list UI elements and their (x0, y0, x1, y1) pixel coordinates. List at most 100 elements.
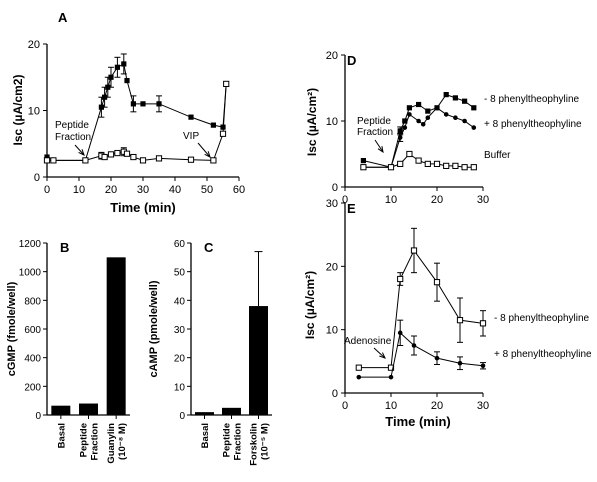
data-point (155, 155, 163, 162)
y-tick-label: 0 (179, 411, 185, 422)
data-point (44, 154, 50, 160)
x-tick-label: 50 (201, 184, 213, 196)
y-axis-label: cAMP (pmole/well) (148, 280, 160, 377)
y-tick-label: 800 (24, 296, 41, 307)
annotation-arrowhead (78, 149, 85, 156)
panel-letter-e: E (347, 201, 356, 216)
series-label: - 8 phenyltheophyline (494, 313, 590, 324)
data-point (356, 374, 362, 380)
data-point (223, 80, 230, 88)
series-line (358, 249, 484, 369)
data-point (397, 135, 403, 140)
x-tick-label: Basal (200, 423, 211, 448)
data-point (387, 164, 395, 171)
data-point (98, 104, 104, 110)
y-tick-label: 600 (24, 325, 41, 336)
data-point (360, 158, 366, 164)
bar (222, 407, 241, 415)
annotation-arrowhead (204, 151, 211, 158)
data-point (402, 125, 408, 130)
x-tick-label: (10⁻⁸ M) (117, 423, 128, 460)
data-point (387, 364, 395, 371)
data-point (102, 94, 108, 100)
data-point (397, 128, 403, 134)
y-tick-label: 0 (34, 172, 40, 184)
data-point (443, 162, 450, 169)
data-point (140, 101, 146, 107)
data-point (139, 157, 147, 164)
data-point (434, 105, 440, 111)
data-point (457, 360, 463, 366)
x-tick-label: 60 (233, 184, 245, 196)
data-point (402, 118, 408, 124)
x-tick-label: 0 (44, 184, 50, 196)
data-point (415, 157, 422, 164)
y-tick-label: 10 (28, 106, 40, 118)
data-point (124, 77, 130, 84)
data-point (156, 101, 162, 107)
x-axis-label: Time (min) (110, 200, 176, 215)
data-point (462, 98, 468, 104)
bar (79, 403, 98, 415)
data-point (130, 101, 136, 107)
x-axis-label: Time (min) (385, 414, 451, 429)
data-point (107, 151, 115, 158)
x-tick-label: 10 (73, 184, 85, 196)
data-point (50, 157, 57, 164)
data-point (188, 114, 194, 120)
x-tick-label: 30 (477, 400, 489, 412)
y-tick-label: 20 (28, 39, 40, 51)
annotation-text: Fraction (55, 132, 91, 143)
data-point (82, 157, 89, 164)
panel-letter-a: A (58, 10, 68, 25)
x-tick-label: (10⁻⁵ M) (260, 423, 271, 460)
x-tick-label: Fraction (233, 423, 244, 461)
y-tick-label: 50 (174, 268, 186, 279)
y-axis-label: Isc (µA/cm²) (305, 88, 319, 156)
x-tick-label: 10 (385, 400, 397, 412)
panel-letter-b: B (60, 240, 69, 255)
y-tick-label: 400 (24, 354, 41, 365)
y-tick-label: 1000 (19, 268, 42, 279)
annotation-arrow (373, 347, 386, 359)
y-tick-label: 10 (326, 116, 338, 128)
annotation-text: Adenosine (344, 336, 392, 347)
panel-letter-d: D (347, 53, 356, 68)
y-tick-label: 30 (326, 198, 338, 210)
data-point (471, 125, 477, 130)
panel-letter-c: C (204, 240, 214, 255)
bar (106, 257, 126, 415)
data-point (114, 64, 120, 70)
y-tick-label: 10 (326, 325, 338, 337)
data-point (411, 343, 417, 348)
bar (51, 405, 71, 415)
data-point (101, 153, 108, 161)
y-tick-label: 10 (174, 382, 186, 393)
panel-e: 0 10 20 30 0 10 20 30 - 8 phenyltheophyline + 8 p… (303, 198, 592, 429)
series-label: + 8 phenyltheophyline (484, 119, 582, 130)
data-point (130, 153, 137, 161)
data-point (210, 122, 216, 128)
annotation-arrow (74, 144, 85, 156)
panel-c: 0 10 20 30 40 50 60 cAMP (pmole/well) Basal Pepti… (148, 239, 272, 466)
data-point (187, 156, 195, 163)
data-point (43, 157, 51, 164)
series-label: - 8 phenyltheophyline (484, 94, 580, 105)
annotation-arrow (197, 142, 211, 158)
series-label: Buffer (484, 150, 511, 161)
data-point (452, 162, 459, 169)
data-point (410, 247, 418, 254)
data-point (461, 164, 468, 171)
y-tick-label: 20 (326, 50, 338, 62)
data-point (406, 150, 413, 158)
series-label: + 8 phenyltheophyline (494, 349, 592, 360)
y-tick-label: 1200 (19, 239, 42, 250)
x-tick-label: 20 (105, 184, 117, 196)
data-point (456, 317, 464, 324)
x-tick-label: 0 (342, 400, 348, 412)
data-point (397, 275, 404, 283)
data-point (480, 363, 486, 369)
x-tick-label: 40 (169, 184, 181, 196)
panel-b: 0 200 400 600 800 1000 1200 cGMP (fmole/well) Ba… (6, 239, 130, 464)
data-point (210, 157, 217, 164)
